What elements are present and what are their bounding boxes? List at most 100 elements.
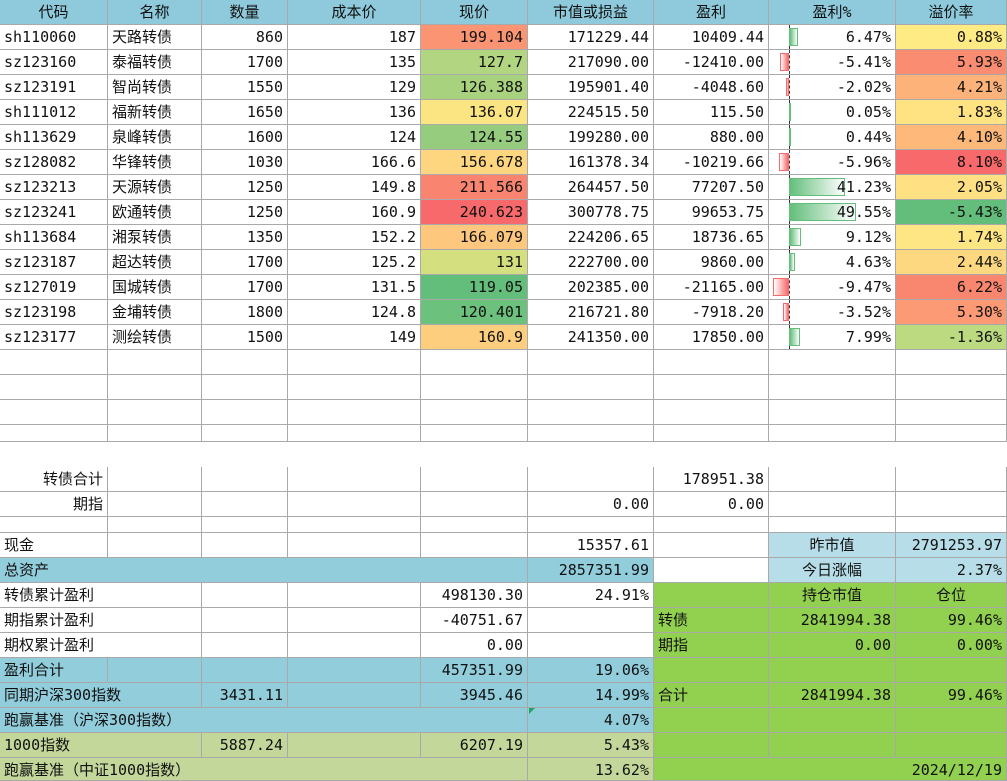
empty-cell[interactable]	[528, 608, 654, 633]
empty-cell[interactable]	[202, 533, 288, 558]
empty-cell[interactable]	[0, 517, 108, 533]
empty-cell[interactable]	[0, 400, 108, 425]
cell-code[interactable]: sz123213	[0, 175, 108, 200]
cell-code[interactable]: sz123187	[0, 250, 108, 275]
csi1000-label[interactable]: 1000指数	[0, 733, 202, 758]
cell-price[interactable]: 211.566	[421, 175, 528, 200]
cell-market-value[interactable]: 264457.50	[528, 175, 654, 200]
cell-name[interactable]: 湘泵转债	[108, 225, 202, 250]
position-cb-pct[interactable]: 99.46%	[896, 608, 1007, 633]
position-total-mv[interactable]: 2841994.38	[769, 683, 896, 708]
cell-qty[interactable]: 1800	[202, 300, 288, 325]
empty-cell[interactable]	[528, 375, 654, 400]
empty-cell[interactable]	[288, 733, 421, 758]
cell-cost[interactable]: 135	[288, 50, 421, 75]
beat-csi1000-label[interactable]: 跑赢基准（中证1000指数）	[0, 758, 528, 781]
empty-cell[interactable]	[896, 517, 1007, 533]
empty-cell[interactable]	[769, 467, 896, 492]
empty-cell[interactable]	[288, 533, 421, 558]
cell-premium[interactable]: -1.36%	[896, 325, 1007, 350]
empty-cell[interactable]	[654, 375, 769, 400]
cell-premium[interactable]: 5.93%	[896, 50, 1007, 75]
cell-market-value[interactable]: 195901.40	[528, 75, 654, 100]
empty-cell[interactable]	[0, 375, 108, 400]
cell-name[interactable]: 天路转债	[108, 25, 202, 50]
cell-profit-pct[interactable]: 4.63%	[769, 250, 896, 275]
empty-cell[interactable]	[896, 400, 1007, 425]
cell-cost[interactable]: 152.2	[288, 225, 421, 250]
position-fut-mv[interactable]: 0.00	[769, 633, 896, 658]
cell-cost[interactable]: 124	[288, 125, 421, 150]
empty-cell[interactable]	[896, 425, 1007, 442]
cell-premium[interactable]: 5.30%	[896, 300, 1007, 325]
cell-qty[interactable]: 1350	[202, 225, 288, 250]
cell-profit-pct[interactable]: 7.99%	[769, 325, 896, 350]
today-change-label[interactable]: 今日涨幅	[769, 558, 896, 583]
position-empty-cell[interactable]	[896, 733, 1007, 758]
today-change-value[interactable]: 2.37%	[896, 558, 1007, 583]
profit-total-pct[interactable]: 19.06%	[528, 658, 654, 683]
cell-profit-pct[interactable]: 9.12%	[769, 225, 896, 250]
empty-cell[interactable]	[288, 350, 421, 375]
header-market-value[interactable]: 市值或损益	[528, 0, 654, 25]
empty-cell[interactable]	[108, 350, 202, 375]
cell-profit-pct[interactable]: 49.55%	[769, 200, 896, 225]
empty-cell[interactable]	[421, 517, 528, 533]
header-profit-pct[interactable]: 盈利%	[769, 0, 896, 25]
hs300-label[interactable]: 同期沪深300指数	[0, 683, 202, 708]
empty-cell[interactable]	[202, 492, 288, 517]
cell-market-value[interactable]: 199280.00	[528, 125, 654, 150]
cell-code[interactable]: sz123241	[0, 200, 108, 225]
cell-cost[interactable]: 124.8	[288, 300, 421, 325]
empty-cell[interactable]	[288, 425, 421, 442]
cell-market-value[interactable]: 217090.00	[528, 50, 654, 75]
cell-cost[interactable]: 187	[288, 25, 421, 50]
cell-code[interactable]: sz128082	[0, 150, 108, 175]
cell-cost[interactable]: 166.6	[288, 150, 421, 175]
cell-price[interactable]: 199.104	[421, 25, 528, 50]
empty-cell[interactable]	[202, 633, 288, 658]
futures-market-value[interactable]: 0.00	[528, 492, 654, 517]
empty-cell[interactable]	[896, 492, 1007, 517]
cell-profit-pct[interactable]: 0.44%	[769, 125, 896, 150]
empty-cell[interactable]	[108, 533, 202, 558]
empty-cell[interactable]	[528, 517, 654, 533]
empty-cell[interactable]	[528, 467, 654, 492]
empty-cell[interactable]	[108, 400, 202, 425]
empty-cell[interactable]	[288, 492, 421, 517]
cell-qty[interactable]: 1650	[202, 100, 288, 125]
position-empty-cell[interactable]	[654, 708, 769, 733]
prev-mv-value[interactable]: 2791253.97	[896, 533, 1007, 558]
cell-qty[interactable]: 1600	[202, 125, 288, 150]
csi1000-start[interactable]: 5887.24	[202, 733, 288, 758]
cell-premium[interactable]: 1.74%	[896, 225, 1007, 250]
header-qty[interactable]: 数量	[202, 0, 288, 25]
cell-code[interactable]: sz123177	[0, 325, 108, 350]
header-cost[interactable]: 成本价	[288, 0, 421, 25]
empty-cell[interactable]	[108, 492, 202, 517]
cell-profit-pct[interactable]: -5.96%	[769, 150, 896, 175]
cb-cum-value[interactable]: 498130.30	[421, 583, 528, 608]
hs300-pct[interactable]: 14.99%	[528, 683, 654, 708]
position-empty-cell[interactable]	[896, 708, 1007, 733]
cell-profit[interactable]: 17850.00	[654, 325, 769, 350]
profit-total-value[interactable]: 457351.99	[421, 658, 528, 683]
cell-qty[interactable]: 1500	[202, 325, 288, 350]
cell-code[interactable]: sh110060	[0, 25, 108, 50]
empty-cell[interactable]	[896, 375, 1007, 400]
empty-cell[interactable]	[202, 467, 288, 492]
empty-cell[interactable]	[421, 533, 528, 558]
empty-cell[interactable]	[288, 400, 421, 425]
empty-cell[interactable]	[896, 467, 1007, 492]
empty-cell[interactable]	[288, 467, 421, 492]
empty-cell[interactable]	[288, 658, 421, 683]
cell-price[interactable]: 240.623	[421, 200, 528, 225]
cell-qty[interactable]: 1550	[202, 75, 288, 100]
cell-profit[interactable]: -21165.00	[654, 275, 769, 300]
empty-cell[interactable]	[654, 425, 769, 442]
empty-cell[interactable]	[288, 683, 421, 708]
cell-profit[interactable]: -7918.20	[654, 300, 769, 325]
empty-cell[interactable]	[421, 425, 528, 442]
cell-price[interactable]: 136.07	[421, 100, 528, 125]
cell-market-value[interactable]: 161378.34	[528, 150, 654, 175]
